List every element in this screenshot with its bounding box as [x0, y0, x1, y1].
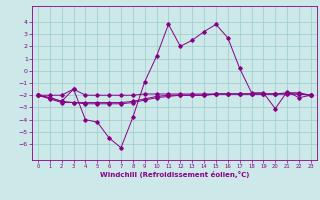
X-axis label: Windchill (Refroidissement éolien,°C): Windchill (Refroidissement éolien,°C)	[100, 171, 249, 178]
